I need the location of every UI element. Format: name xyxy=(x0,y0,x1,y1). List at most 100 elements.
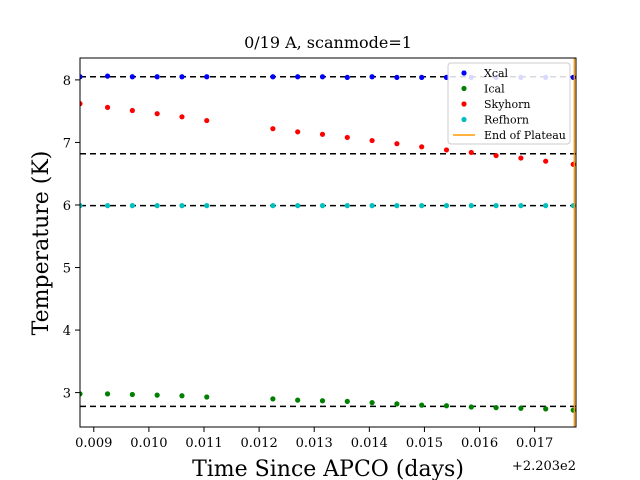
plot-area: 0.009 0.010 0.011 0.012 0.013 0.014 0.015 0.016… xyxy=(63,57,577,451)
point-ical-12 xyxy=(419,402,425,408)
x-offset-label: +2.203e2 xyxy=(512,459,576,474)
point-ical-11 xyxy=(394,401,400,407)
point-refhorn-17 xyxy=(543,203,549,209)
point-refhorn-4 xyxy=(179,203,185,209)
point-skyhorn-2 xyxy=(129,107,135,114)
point-xcal-0 xyxy=(80,74,83,80)
x-tick-label-0: 0.009 xyxy=(75,436,112,451)
x-tick-label-1: 0.010 xyxy=(130,436,167,451)
y-tick-label-2: 5 xyxy=(63,262,71,277)
point-skyhorn-4 xyxy=(179,114,185,120)
legend: Xcal Ical Skyhorn Refhorn End of Plateau xyxy=(447,62,571,145)
point-xcal-2 xyxy=(129,74,135,80)
legend-marker-ical xyxy=(461,85,467,92)
point-ical-7 xyxy=(295,397,301,403)
point-refhorn-9 xyxy=(344,203,350,209)
point-skyhorn-16 xyxy=(518,155,524,161)
x-tick-label-4: 0.013 xyxy=(296,436,333,451)
point-skyhorn-11 xyxy=(394,141,400,147)
point-ical-14 xyxy=(468,404,474,410)
y-axis-label: Temperature (K) xyxy=(29,151,54,336)
point-ical-17 xyxy=(543,406,549,412)
point-refhorn-3 xyxy=(154,203,160,209)
point-skyhorn-3 xyxy=(154,111,160,117)
point-xcal-12 xyxy=(419,74,425,80)
x-axis-label: Time Since APCO (days) xyxy=(192,457,464,480)
point-skyhorn-5 xyxy=(204,117,210,124)
y-tick-label-0: 3 xyxy=(63,387,71,402)
point-skyhorn-9 xyxy=(344,134,350,141)
point-refhorn-7 xyxy=(295,203,301,209)
point-skyhorn-6 xyxy=(270,126,276,132)
point-skyhorn-17 xyxy=(543,158,549,164)
point-xcal-9 xyxy=(344,74,350,80)
point-ical-13 xyxy=(443,403,450,409)
point-ical-3 xyxy=(154,392,160,398)
point-ical-4 xyxy=(179,393,185,399)
point-refhorn-11 xyxy=(394,203,400,209)
point-skyhorn-7 xyxy=(295,129,301,135)
point-ical-10 xyxy=(369,400,375,406)
y-tick-label-4: 7 xyxy=(63,136,71,151)
point-refhorn-10 xyxy=(369,203,375,209)
point-skyhorn-15 xyxy=(493,152,499,159)
point-refhorn-13 xyxy=(443,203,450,209)
legend-label-ical: Ical xyxy=(484,83,505,96)
point-xcal-11 xyxy=(394,74,400,80)
x-tick-label-8: 0.017 xyxy=(516,436,553,451)
legend-marker-refhorn xyxy=(461,116,467,123)
x-tick-label-3: 0.012 xyxy=(241,436,278,451)
legend-label-end-of-plateau: End of Plateau xyxy=(484,129,566,142)
point-xcal-6 xyxy=(270,74,276,80)
point-ical-1 xyxy=(104,391,111,397)
point-skyhorn-1 xyxy=(104,104,111,111)
point-skyhorn-14 xyxy=(468,149,474,156)
point-ical-16 xyxy=(518,405,524,411)
point-xcal-4 xyxy=(179,74,185,80)
point-refhorn-6 xyxy=(270,203,276,209)
y-tick-label-3: 6 xyxy=(63,199,71,214)
point-skyhorn-8 xyxy=(319,131,326,137)
x-tick-label-6: 0.015 xyxy=(406,436,443,451)
plot-frame xyxy=(79,57,577,428)
point-ical-6 xyxy=(270,396,276,402)
point-refhorn-0 xyxy=(80,203,83,209)
point-refhorn-15 xyxy=(493,203,499,209)
point-xcal-1 xyxy=(104,73,111,79)
x-tick-label-2: 0.011 xyxy=(185,436,222,451)
point-skyhorn-10 xyxy=(369,137,375,144)
legend-marker-xcal xyxy=(461,70,467,76)
point-ical-2 xyxy=(129,391,135,398)
point-xcal-8 xyxy=(319,74,326,80)
point-ical-5 xyxy=(204,394,210,400)
chart-title: 0/19 A, scanmode=1 xyxy=(244,33,412,52)
point-xcal-5 xyxy=(204,74,210,80)
point-refhorn-1 xyxy=(104,203,111,209)
point-xcal-10 xyxy=(369,74,375,80)
point-refhorn-14 xyxy=(468,203,474,209)
point-refhorn-2 xyxy=(129,203,135,209)
x-tick-label-5: 0.014 xyxy=(351,436,388,451)
legend-label-skyhorn: Skyhorn xyxy=(484,98,530,111)
point-skyhorn-12 xyxy=(419,144,425,150)
legend-marker-skyhorn xyxy=(461,101,467,107)
point-skyhorn-13 xyxy=(443,147,450,153)
point-refhorn-8 xyxy=(319,203,326,209)
x-tick-label-7: 0.016 xyxy=(461,436,498,451)
point-xcal-7 xyxy=(295,74,301,80)
point-ical-0 xyxy=(80,391,83,397)
point-refhorn-5 xyxy=(204,203,210,209)
plot-contents xyxy=(80,58,576,427)
point-skyhorn-0 xyxy=(80,101,83,107)
point-xcal-3 xyxy=(154,74,160,80)
legend-label-xcal: Xcal xyxy=(484,67,509,80)
legend-label-refhorn: Refhorn xyxy=(484,114,529,127)
point-refhorn-12 xyxy=(419,203,425,209)
point-ical-9 xyxy=(344,398,350,404)
point-ical-15 xyxy=(493,405,499,411)
point-refhorn-16 xyxy=(518,203,524,209)
point-ical-8 xyxy=(319,398,326,404)
legend-box xyxy=(447,62,571,145)
y-tick-label-5: 8 xyxy=(63,74,71,89)
